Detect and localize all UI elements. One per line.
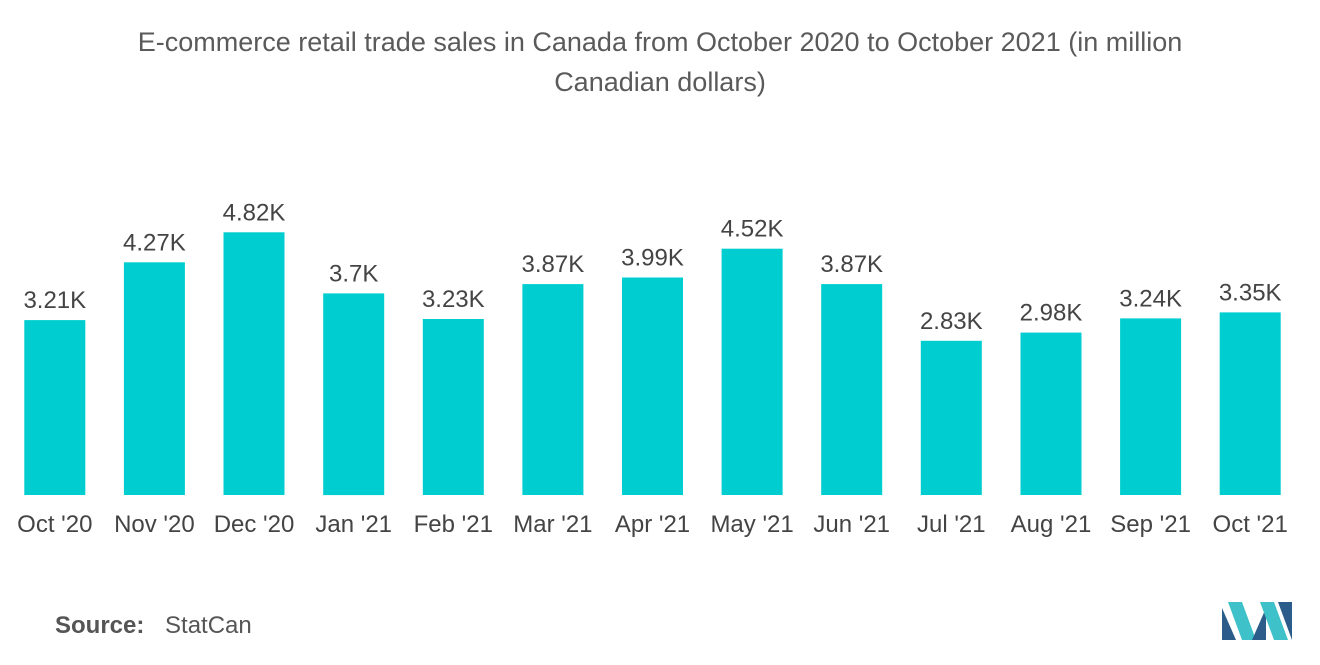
bar-7: [721, 248, 783, 495]
bar-6: [622, 277, 683, 495]
x-tick-label-3: Jan '21: [315, 511, 392, 538]
bar-1: [123, 262, 185, 495]
chart-title-line-1: E-commerce retail trade sales in Canada …: [137, 27, 1183, 57]
bar-8: [821, 284, 883, 495]
data-label-12: 3.35K: [1219, 279, 1282, 306]
data-label-5: 3.87K: [522, 251, 585, 278]
data-label-1: 4.27K: [123, 229, 186, 256]
bar-4: [422, 319, 484, 495]
x-tick-label-9: Jul '21: [917, 511, 986, 538]
x-tick-label-7: May '21: [710, 511, 793, 538]
data-label-11: 3.24K: [1119, 285, 1182, 312]
data-label-3: 3.7K: [329, 260, 378, 287]
x-tick-label-6: Apr '21: [615, 511, 690, 538]
source-value: StatCan: [165, 612, 252, 639]
bar-0: [24, 320, 86, 495]
bar-9: [920, 340, 982, 495]
x-tick-label-1: Nov '20: [114, 511, 195, 538]
source-label: Source:: [55, 612, 145, 639]
x-tick-label-2: Dec '20: [214, 511, 295, 538]
data-label-2: 4.82K: [223, 199, 286, 226]
x-tick-label-10: Aug '21: [1011, 511, 1092, 538]
x-tick-label-0: Oct '20: [17, 511, 92, 538]
data-label-7: 4.52K: [721, 216, 784, 243]
x-tick-label-11: Sep '21: [1110, 511, 1191, 538]
mordor-intelligence-logo-icon: [1222, 602, 1292, 640]
x-tick-label-5: Mar '21: [513, 511, 592, 538]
x-tick-label-4: Feb '21: [414, 511, 493, 538]
bar-3: [323, 293, 385, 496]
bar-12: [1219, 312, 1281, 495]
source-note: Source: StatCan: [55, 612, 252, 640]
bar-2: [223, 232, 285, 496]
bar-10: [1020, 332, 1082, 495]
data-label-4: 3.23K: [422, 286, 485, 313]
bar-5: [522, 284, 584, 495]
x-tick-label-8: Jun '21: [813, 511, 890, 538]
x-tick-label-12: Oct '21: [1213, 511, 1288, 538]
chart-title: E-commerce retail trade sales in Canada …: [0, 22, 1320, 102]
bar-11: [1120, 318, 1182, 495]
data-label-9: 2.83K: [920, 308, 983, 335]
data-label-6: 3.99K: [621, 245, 684, 272]
data-label-10: 2.98K: [1020, 300, 1083, 327]
chart-title-line-2: Canadian dollars): [554, 67, 766, 97]
data-label-0: 3.21K: [23, 287, 86, 314]
data-label-8: 3.87K: [820, 251, 883, 278]
